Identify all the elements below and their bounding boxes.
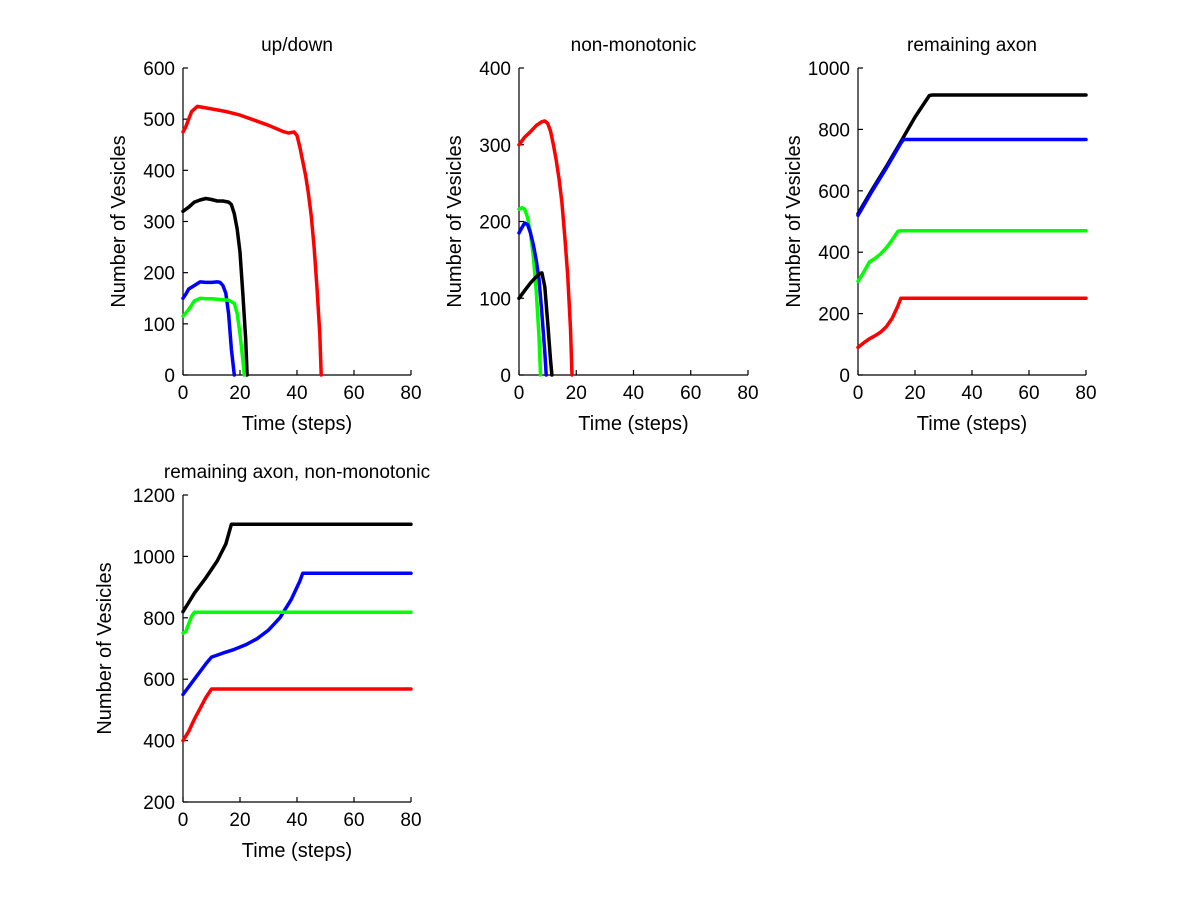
x-tick-label: 20 <box>229 810 250 831</box>
y-tick-label: 200 <box>143 793 175 814</box>
x-tick-label: 80 <box>400 383 421 404</box>
x-tick-label: 60 <box>343 810 364 831</box>
x-axis-label: Time (steps) <box>242 840 352 862</box>
y-axis-label: Number of Vesicles <box>783 135 805 307</box>
x-tick-label: 60 <box>680 383 701 404</box>
y-tick-label: 200 <box>479 213 511 234</box>
y-axis-label: Number of Vesicles <box>108 135 130 307</box>
x-tick-label: 40 <box>961 383 982 404</box>
series-line-blue <box>181 280 237 377</box>
series-line-red <box>181 687 413 743</box>
x-tick-label: 20 <box>566 383 587 404</box>
x-axis-label: Time (steps) <box>917 413 1027 435</box>
y-tick-label: 0 <box>500 366 511 387</box>
series-line-black <box>517 271 554 377</box>
x-tick-label: 0 <box>178 810 189 831</box>
series-line-blue <box>856 137 1088 218</box>
y-tick-label: 200 <box>818 305 850 326</box>
y-tick-label: 400 <box>143 732 175 753</box>
x-tick-label: 60 <box>1018 383 1039 404</box>
y-axis-label: Number of Vesicles <box>444 135 466 307</box>
y-tick-label: 400 <box>818 243 850 264</box>
series-line-red <box>856 296 1088 350</box>
chart-title: remaining axon <box>907 35 1037 56</box>
series-line-red <box>517 119 574 377</box>
chart-title: up/down <box>261 35 333 56</box>
series-line-green <box>181 296 247 377</box>
x-tick-label: 40 <box>623 383 644 404</box>
y-tick-label: 600 <box>143 59 175 80</box>
x-axis-label: Time (steps) <box>242 413 352 435</box>
y-tick-label: 100 <box>479 289 511 310</box>
chart-panel-1: up/down 0 20 40 60 80 0 100 200 300 400 500 600 Time … <box>108 35 422 435</box>
series-line-green <box>181 610 413 635</box>
y-tick-label: 0 <box>164 366 175 387</box>
chart-title: non-monotonic <box>571 35 697 56</box>
y-tick-label: 100 <box>143 315 175 336</box>
x-tick-label: 60 <box>343 383 364 404</box>
y-tick-label: 600 <box>143 670 175 691</box>
y-tick-label: 500 <box>143 110 175 131</box>
series-line-green <box>856 228 1088 284</box>
x-tick-label: 20 <box>904 383 925 404</box>
x-axis-label: Time (steps) <box>578 413 688 435</box>
series-line-black <box>181 522 413 614</box>
x-tick-label: 0 <box>178 383 189 404</box>
y-tick-label: 800 <box>143 609 175 630</box>
y-tick-label: 300 <box>479 136 511 157</box>
series-line-black <box>181 196 249 377</box>
x-tick-label: 80 <box>1075 383 1096 404</box>
x-tick-label: 40 <box>286 383 307 404</box>
series-line-black <box>856 93 1088 216</box>
y-tick-label: 0 <box>839 366 850 387</box>
y-tick-label: 1000 <box>133 547 175 568</box>
y-axis-label: Number of Vesicles <box>94 562 116 734</box>
y-tick-label: 800 <box>818 120 850 141</box>
x-tick-label: 0 <box>514 383 525 404</box>
x-tick-label: 80 <box>400 810 421 831</box>
y-tick-label: 400 <box>143 161 175 182</box>
y-tick-label: 1200 <box>133 486 175 507</box>
x-tick-label: 20 <box>229 383 250 404</box>
x-tick-label: 40 <box>286 810 307 831</box>
series-line-red <box>181 104 323 377</box>
y-tick-label: 600 <box>818 182 850 203</box>
chart-panel-2: non-monotonic 0 20 40 60 80 0 100 200 300 400 Time … <box>444 35 759 435</box>
series-line-blue <box>181 571 413 697</box>
chart-title: remaining axon, non-monotonic <box>164 462 430 483</box>
x-tick-label: 80 <box>737 383 758 404</box>
chart-panel-4: remaining axon, non-monotonic 0 20 40 60 80 20… <box>94 462 430 862</box>
series-line-blue <box>517 221 548 377</box>
x-tick-label: 0 <box>853 383 864 404</box>
y-tick-label: 400 <box>479 59 511 80</box>
y-tick-label: 200 <box>143 264 175 285</box>
y-tick-label: 1000 <box>808 59 850 80</box>
y-tick-label: 300 <box>143 213 175 234</box>
